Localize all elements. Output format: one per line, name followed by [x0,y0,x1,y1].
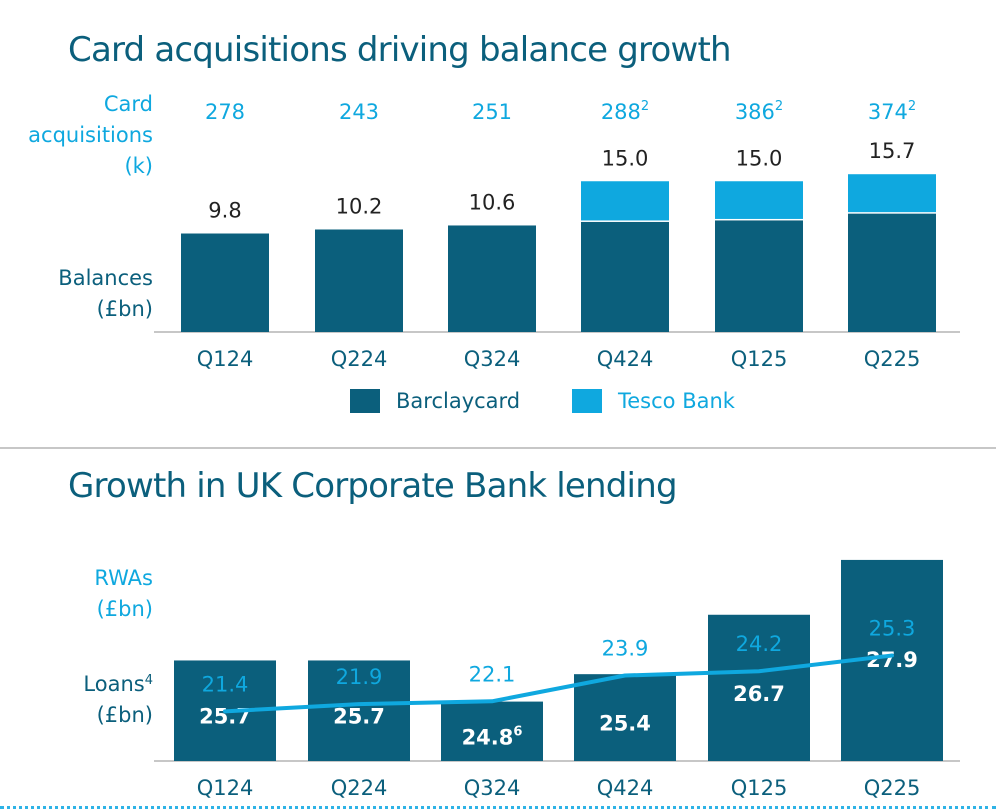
balances-label-line-1: Balances [58,266,153,290]
top-x-tick-q225: Q225 [864,347,921,371]
top-x-tick-q124: Q124 [197,347,254,371]
bottom-x-tick-q224: Q224 [331,776,388,800]
loans-value-number: 27.9 [866,648,918,672]
bar-loans-q224 [308,660,410,761]
balance-total-label-q224: 10.2 [336,194,383,218]
loans-value-number: 26.7 [733,682,785,706]
rwas-value-label-q124: 21.4 [202,672,249,696]
card-acquisitions-number: 278 [205,100,245,124]
card-acquisitions-footnote: 2 [641,99,649,114]
loans-label-footnote: 4 [144,672,153,688]
bottom-x-tick-q125: Q125 [731,776,788,800]
bar-tesco-bank-q225 [848,174,936,213]
rwas-label-line-2: (£bn) [96,597,153,621]
loans-axis-label: Loans4 (£bn) [83,669,153,731]
card-label-line-1: Card [103,92,153,116]
rwas-value-label-q224: 21.9 [336,665,383,689]
card-acquisitions-number: 243 [339,100,379,124]
footer-dotted-rule [0,806,996,809]
bar-loans-q324 [441,701,543,761]
bottom-x-tick-q424: Q424 [597,776,654,800]
card-acquisitions-axis-label: Card acquisitions (k) [28,89,153,182]
bottom-chart-title: Growth in UK Corporate Bank lending [68,466,678,506]
loans-value-number: 25.7 [199,705,251,729]
loans-value-label-q224: 25.7 [333,705,385,729]
bar-barclaycard-q424 [581,221,669,332]
card-acquisitions-number: 288 [601,100,641,124]
card-acquisitions-value-q125: 3862 [735,99,783,124]
card-acquisitions-number: 374 [868,100,908,124]
legend-swatch-tesco-bank [572,389,602,413]
bar-tesco-bank-q125 [715,181,803,219]
top-x-tick-q125: Q125 [731,347,788,371]
card-acquisitions-value-q424: 2882 [601,99,649,124]
balance-total-label-q324: 10.6 [469,190,516,214]
card-acquisitions-value-q224: 243 [339,100,379,124]
rwas-value-label-q125: 24.2 [736,632,783,656]
rwas-line [223,653,894,714]
balance-total-label-q225: 15.7 [869,139,916,163]
card-acquisitions-value-q324: 251 [472,100,512,124]
loans-value-number: 25.7 [333,705,385,729]
loans-value-label-q424: 25.4 [599,712,651,736]
bottom-x-tick-q324: Q324 [464,776,521,800]
bottom-x-tick-q124: Q124 [197,776,254,800]
legend-item-tesco-bank: Tesco Bank [572,388,735,414]
section-divider [0,447,996,449]
card-acquisitions-number: 386 [735,100,775,124]
loans-value-number: 25.4 [599,712,651,736]
card-label-line-2: acquisitions [28,123,153,147]
legend-swatch-barclaycard [350,389,380,413]
balance-total-label-q424: 15.0 [602,146,649,170]
legend-label-tesco-bank: Tesco Bank [618,389,735,413]
rwas-value-label-q225: 25.3 [869,616,916,640]
bar-barclaycard-q224 [315,229,403,332]
bar-loans-q125 [708,614,810,761]
legend-item-barclaycard: Barclaycard [350,388,520,414]
loans-value-label-q324: 24.86 [462,724,523,749]
balance-total-label-q125: 15.0 [736,146,783,170]
top-x-tick-q324: Q324 [464,347,521,371]
loans-value-footnote: 6 [513,724,522,739]
balances-label-line-2: (£bn) [96,297,153,321]
bar-barclaycard-q125 [715,220,803,332]
loans-value-label-q125: 26.7 [733,682,785,706]
bar-barclaycard-q324 [448,225,536,332]
top-balances-chart: 9.8278Q12410.2243Q22410.6251Q32415.02882… [154,99,960,371]
loans-value-number: 24.8 [462,725,514,749]
card-acquisitions-footnote: 2 [908,99,916,114]
top-chart-title: Card acquisitions driving balance growth [68,30,732,70]
loans-label-text: Loans [83,672,145,696]
loans-value-label-q124: 25.7 [199,705,251,729]
card-acquisitions-value-q225: 3742 [868,99,916,124]
legend-label-barclaycard: Barclaycard [396,389,521,413]
top-x-tick-q224: Q224 [331,347,388,371]
loans-value-label-q225: 27.9 [866,648,918,672]
rwas-label-line-1: RWAs [94,566,153,590]
bar-tesco-bank-q424 [581,181,669,221]
rwas-axis-label: RWAs (£bn) [94,563,153,625]
balances-axis-label: Balances (£bn) [58,263,153,325]
loans-label-line-1: Loans4 [83,669,153,700]
rwas-value-label-q324: 22.1 [469,662,516,686]
bar-loans-q424 [574,674,676,761]
card-acquisitions-number: 251 [472,100,512,124]
card-acquisitions-footnote: 2 [775,99,783,114]
bottom-x-tick-q225: Q225 [864,776,921,800]
rwas-value-label-q424: 23.9 [602,637,649,661]
loans-label-line-2: (£bn) [96,703,153,727]
card-label-line-3: (k) [124,154,153,178]
bar-barclaycard-q124 [181,233,269,332]
balance-total-label-q124: 9.8 [208,199,241,223]
top-x-tick-q424: Q424 [597,347,654,371]
bar-barclaycard-q225 [848,213,936,332]
card-acquisitions-value-q124: 278 [205,100,245,124]
